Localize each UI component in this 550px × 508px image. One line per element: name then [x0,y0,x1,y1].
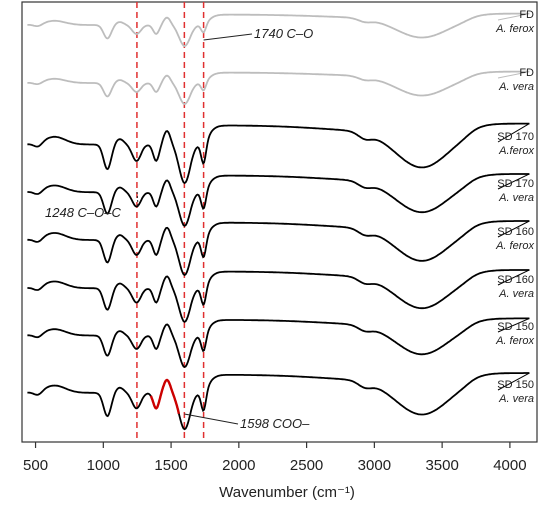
spectrum-line [27,70,530,105]
spectrum-line [27,122,530,185]
plot-area [21,1,538,443]
label-leader [497,13,530,21]
series-label-line1: SD 170 [497,178,534,190]
x-axis: 500 1000 1500 2000 2500 3000 3500 4000 [23,442,527,474]
spectrum-line [27,372,530,431]
spectrum-line [27,173,530,227]
label-leader [497,220,530,238]
label-leader [497,317,530,333]
spectrum-line [27,12,530,47]
series-label-line2: A. vera [498,288,534,300]
series-label-line2: A. vera [498,192,534,204]
x-tick-label: 2500 [290,457,323,474]
x-tick-label: 500 [23,457,48,474]
reference-lines [136,2,205,442]
annotation-1740: 1740 C–O [254,26,313,41]
spectrum-line [27,220,530,277]
spectrum-line [27,269,530,323]
label-leader [497,71,530,79]
series-label-line1: SD 150 [497,379,534,391]
x-tick-label: 3000 [358,457,391,474]
series-label-line2: A.ferox [498,145,534,157]
series-label-line2: A. vera [498,393,534,405]
series-label-line2: A. vera [498,81,534,93]
spectra-series [27,12,530,431]
x-tick-label: 2000 [222,457,255,474]
label-leader [497,269,530,286]
spectrum-line [27,317,530,369]
annotation-1598: 1598 COO– [240,416,310,431]
series-label-line1: SD 160 [497,274,534,286]
label-leader [497,123,530,143]
annotation-leader [136,189,139,207]
plot-frame [21,1,538,443]
series-label-line1: SD 160 [497,226,534,238]
series-label-line1: SD 170 [497,131,534,143]
x-axis-title: Wavenumber (cm⁻¹) [219,484,355,501]
series-label-line1: FD [519,9,534,21]
annotations: 1740 C–O 1248 C–O–C 1598 COO– [45,26,313,431]
series-label-line2: A. ferox [495,23,534,35]
annotation-1248: 1248 C–O–C [45,205,121,220]
annotation-leader [184,413,239,425]
series-labels: FD A. ferox FD A. vera SD 170 A.ferox SD 170 A.… [495,9,534,405]
label-leader [497,173,530,190]
x-tick-label: 4000 [493,457,526,474]
x-tick-label: 1000 [87,457,120,474]
x-tick-label: 3500 [425,457,458,474]
series-label-line1: FD [519,67,534,79]
series-label-line1: SD 150 [497,321,534,333]
series-label-line2: A. ferox [495,335,534,347]
label-leader [497,372,530,391]
annotation-leader [203,33,253,41]
series-label-line2: A. ferox [495,240,534,252]
x-tick-label: 1500 [154,457,187,474]
highlighted-band [149,378,181,415]
